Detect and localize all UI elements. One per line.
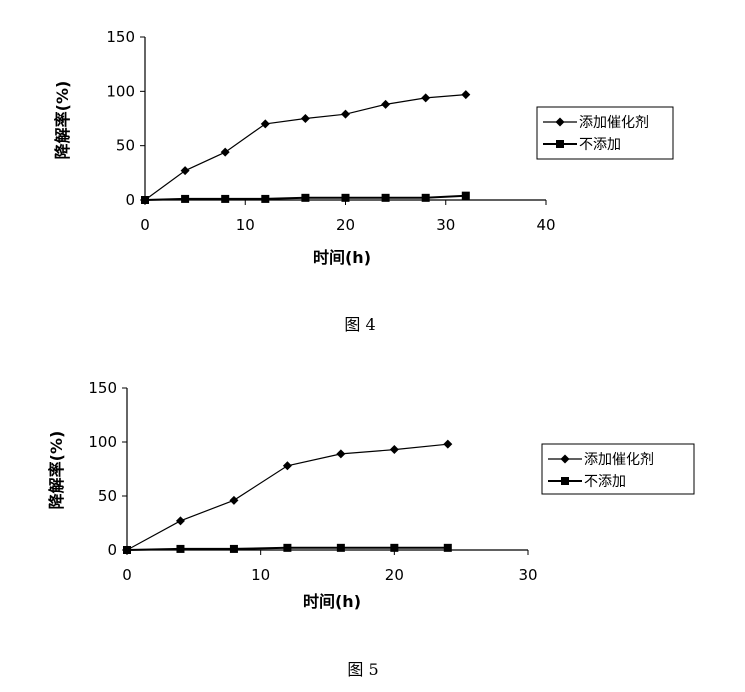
data-point-square [123,546,131,554]
x-tick-label: 10 [236,216,255,234]
legend-label-0: 添加催化剂 [579,115,649,131]
x-tick-label: 20 [336,216,355,234]
data-point-square [336,543,345,552]
series-line-0 [144,94,466,201]
y-tick-label: 150 [106,28,135,46]
x-tick-label: 30 [518,566,537,584]
data-point-square [141,196,149,204]
y-tick-label: 50 [98,487,117,505]
data-point-diamond [220,147,230,157]
data-point-diamond [341,109,350,119]
data-point-diamond [229,495,239,505]
data-point-square [341,193,350,202]
data-point-diamond [300,114,310,123]
x-tick-label: 0 [140,216,150,234]
legend-marker-square [556,140,564,148]
y-tick-label: 100 [88,433,117,451]
y-tick-label: 50 [116,137,135,155]
data-point-square [229,544,238,553]
figure-caption: 图 5 [347,660,378,679]
data-point-square [390,543,399,552]
data-point-diamond [282,461,292,471]
data-point-square [181,194,190,203]
y-axis-label: 降解率(%) [53,81,72,160]
data-point-square [443,543,452,552]
x-tick-label: 20 [385,566,404,584]
y-tick-label: 150 [88,379,117,397]
data-point-square [221,194,230,203]
legend-label-0: 添加催化剂 [584,452,654,468]
legend-box [541,443,695,495]
data-point-diamond [260,119,270,129]
figure-caption: 图 4 [344,315,375,334]
x-tick-label: 10 [251,566,270,584]
data-point-square [421,193,430,202]
legend-box [536,106,674,160]
data-point-square [461,191,470,200]
data-point-square [301,193,310,202]
series-line-0 [126,443,448,551]
data-point-diamond [443,439,453,449]
legend-label-1: 不添加 [584,474,626,490]
y-tick-label: 100 [106,82,135,100]
x-tick-label: 0 [122,566,132,584]
data-point-square [176,544,185,553]
legend-label-1: 不添加 [579,137,621,153]
data-point-square [261,194,270,203]
legend-marker-diamond [560,454,570,464]
data-point-diamond [175,516,185,526]
x-axis-label: 时间(h) [303,592,361,611]
y-axis-label: 降解率(%) [47,431,66,510]
data-point-diamond [180,166,190,176]
data-point-square [283,543,292,552]
legend-marker-diamond [555,117,565,127]
data-point-diamond [381,99,391,109]
data-point-square [381,193,390,202]
x-tick-label: 30 [436,216,455,234]
y-tick-label: 0 [125,191,135,209]
x-axis-label: 时间(h) [313,248,371,267]
legend-marker-square [561,477,569,485]
data-point-diamond [389,445,399,455]
data-point-diamond [421,93,431,103]
data-point-diamond [461,90,471,100]
data-point-diamond [336,449,346,459]
y-tick-label: 0 [107,541,117,559]
x-tick-label: 40 [536,216,555,234]
